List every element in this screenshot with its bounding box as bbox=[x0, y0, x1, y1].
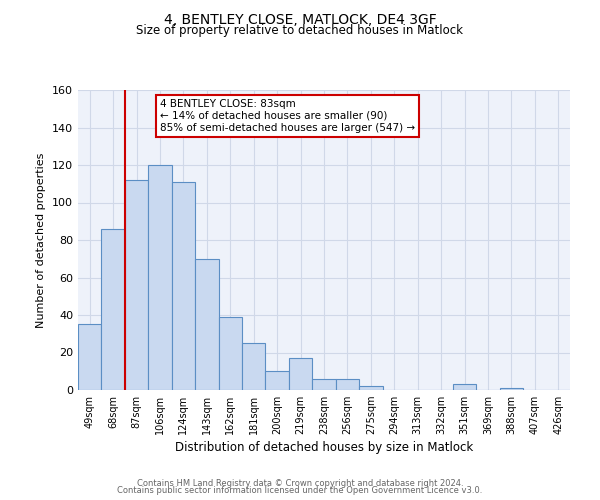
Bar bbox=[101, 229, 125, 390]
Y-axis label: Number of detached properties: Number of detached properties bbox=[37, 152, 46, 328]
Bar bbox=[172, 182, 195, 390]
Bar bbox=[78, 324, 101, 390]
Bar bbox=[265, 371, 289, 390]
Bar bbox=[336, 379, 359, 390]
Bar bbox=[218, 317, 242, 390]
Bar bbox=[312, 379, 336, 390]
Bar bbox=[125, 180, 148, 390]
Bar bbox=[453, 384, 476, 390]
Text: 4 BENTLEY CLOSE: 83sqm
← 14% of detached houses are smaller (90)
85% of semi-det: 4 BENTLEY CLOSE: 83sqm ← 14% of detached… bbox=[160, 100, 415, 132]
Bar bbox=[242, 343, 265, 390]
X-axis label: Distribution of detached houses by size in Matlock: Distribution of detached houses by size … bbox=[175, 442, 473, 454]
Text: 4, BENTLEY CLOSE, MATLOCK, DE4 3GF: 4, BENTLEY CLOSE, MATLOCK, DE4 3GF bbox=[164, 12, 436, 26]
Text: Contains HM Land Registry data © Crown copyright and database right 2024.: Contains HM Land Registry data © Crown c… bbox=[137, 478, 463, 488]
Bar bbox=[195, 259, 218, 390]
Text: Size of property relative to detached houses in Matlock: Size of property relative to detached ho… bbox=[137, 24, 464, 37]
Bar bbox=[359, 386, 383, 390]
Text: Contains public sector information licensed under the Open Government Licence v3: Contains public sector information licen… bbox=[118, 486, 482, 495]
Bar bbox=[500, 388, 523, 390]
Bar bbox=[148, 165, 172, 390]
Bar bbox=[289, 358, 312, 390]
